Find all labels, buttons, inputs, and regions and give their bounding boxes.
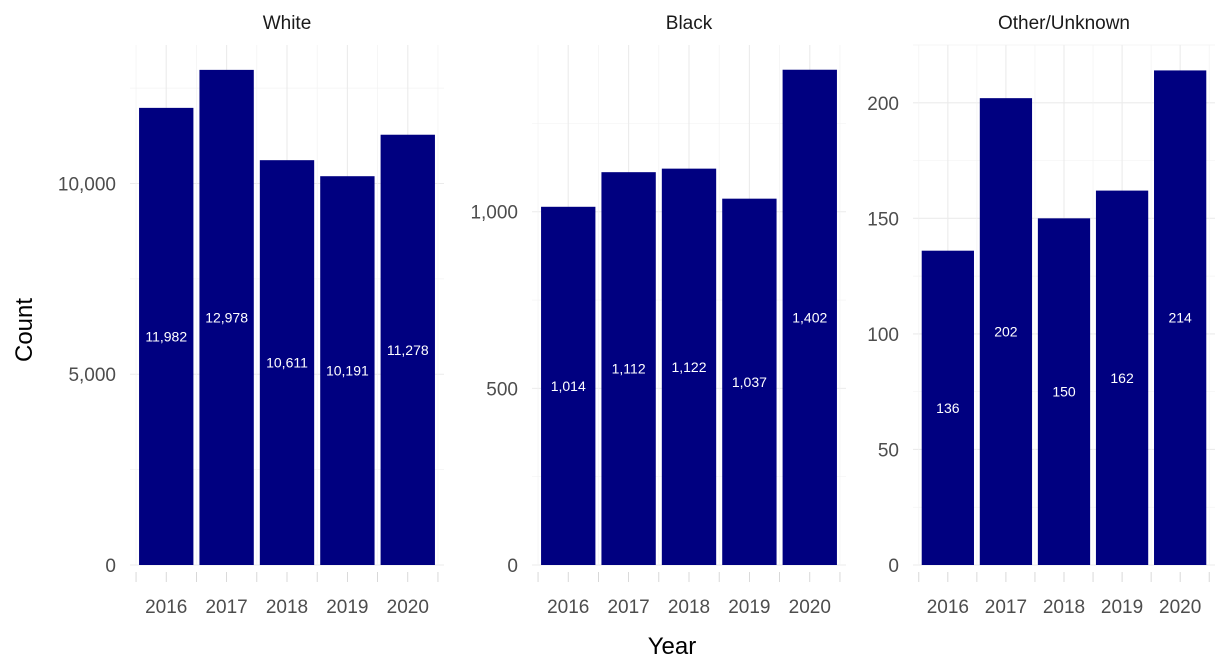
x-tick-label: 2017 [205,597,247,618]
bar-value-label: 162 [1110,370,1134,386]
bar-2017 [199,69,254,565]
y-tick-label: 0 [888,556,899,577]
x-tick-label: 2017 [985,597,1027,618]
x-tick-label: 2019 [326,597,368,618]
bar-value-label: 1,014 [551,378,586,394]
bar-2019 [1095,190,1149,565]
y-tick-label: 200 [867,94,899,115]
x-tick-label: 2016 [547,597,589,618]
bar-2019 [320,176,375,565]
bar-value-label: 214 [1168,310,1192,326]
x-tick-label: 2016 [145,597,187,618]
bar-value-label: 11,278 [387,342,429,358]
bar-value-label: 1,037 [732,374,767,390]
y-tick-label: 150 [867,209,899,230]
x-tick-label: 2016 [927,597,969,618]
x-tick-label: 2018 [668,597,710,618]
panel-2: 0 50 100 150 200 136 2016 202 2017 150 2018 162 2019… [867,13,1215,618]
bar-2020 [782,69,837,565]
bar-value-label: 12,978 [205,309,248,325]
y-tick-label: 0 [105,556,116,577]
y-tick-label: 100 [867,325,899,346]
panel-0: 0 5,000 10,000 11,982 2016 12,978 2017 10,611 20… [58,13,444,618]
bar-2019 [722,198,777,566]
y-tick-label: 10,000 [58,174,116,195]
y-tick-label: 500 [486,379,518,400]
bar-value-label: 150 [1052,384,1076,400]
bar-value-label: 10,611 [266,355,308,371]
bar-2018 [661,168,717,566]
bar-value-label: 1,122 [671,359,706,375]
x-tick-label: 2018 [1043,597,1085,618]
panel-title: Other/Unknown [998,13,1130,34]
y-tick-label: 5,000 [68,365,116,386]
bar-2016 [139,107,194,565]
bar-2017 [979,98,1033,566]
y-tick-label: 0 [507,556,518,577]
x-tick-label: 2020 [387,597,429,618]
bar-2016 [921,250,974,565]
bar-2016 [541,206,596,566]
y-tick-label: 50 [878,440,899,461]
y-axis-title: Count [11,298,38,362]
y-tick-label: 1,000 [470,203,518,224]
bar-value-label: 10,191 [326,363,369,379]
panel-title: White [263,13,312,34]
panel-1: 0 500 1,000 1,014 2016 1,112 2017 1,122 2018 1,03… [470,13,846,618]
bar-value-label: 202 [994,324,1018,340]
bar-2020 [380,134,435,565]
x-tick-label: 2019 [1101,597,1143,618]
bar-2017 [601,172,656,565]
x-tick-label: 2019 [728,597,770,618]
panel-title: Black [666,13,713,34]
bar-value-label: 1,402 [792,309,827,325]
bar-value-label: 11,982 [145,328,187,344]
bar-2018 [1037,218,1091,566]
chart-panels: 0 5,000 10,000 11,982 2016 12,978 2017 10,611 20… [58,13,1215,618]
bar-value-label: 1,112 [612,361,646,377]
x-tick-label: 2018 [266,597,308,618]
x-tick-label: 2017 [607,597,649,618]
bar-value-label: 136 [936,400,960,416]
x-axis-title: Year [648,633,697,658]
bar-2020 [1154,70,1207,565]
bar-2018 [259,160,315,565]
x-tick-label: 2020 [789,597,831,618]
x-tick-label: 2020 [1159,597,1201,618]
